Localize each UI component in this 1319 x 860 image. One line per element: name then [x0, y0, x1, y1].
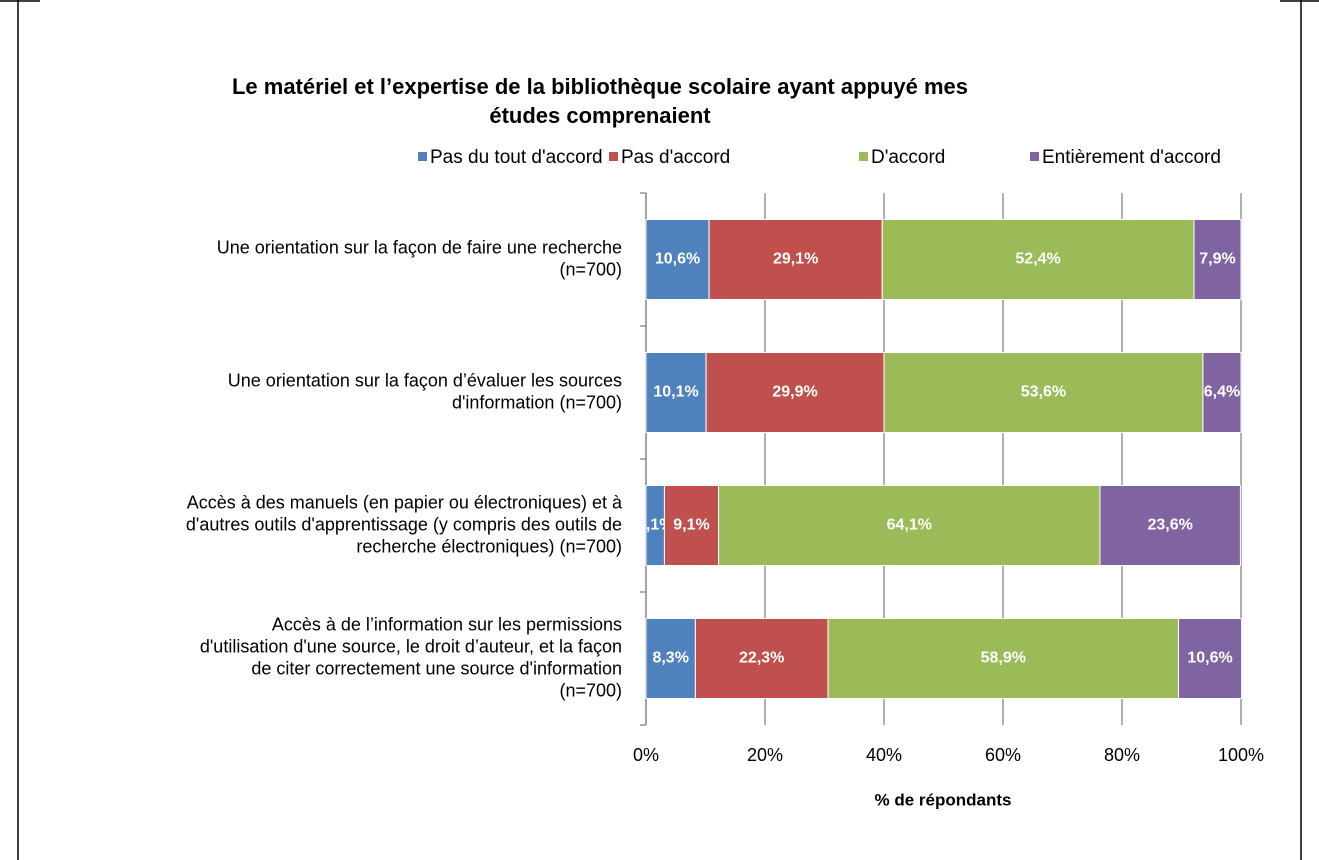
- legend-label: Pas d'accord: [621, 147, 730, 168]
- value-label: 9,1%: [673, 517, 709, 534]
- value-label: 29,1%: [773, 251, 818, 268]
- chart-title: études comprenaient: [489, 103, 711, 128]
- category-label: d'utilisation d'une source, le droit d’a…: [200, 636, 622, 656]
- bar-segment: [645, 219, 710, 300]
- category-label: Accès à des manuels (en papier ou électr…: [187, 492, 623, 512]
- bar-segment: [883, 352, 1204, 433]
- value-label: 52,4%: [1015, 251, 1060, 268]
- legend-swatch: [859, 152, 868, 161]
- bar-segment: [718, 485, 1101, 566]
- category-label: (n=700): [559, 680, 622, 700]
- chart-title: Le matériel et l’expertise de la bibliot…: [232, 74, 968, 99]
- bar-segment: [694, 618, 829, 699]
- value-label: 22,3%: [739, 650, 784, 667]
- x-tick-label: 80%: [1104, 745, 1140, 765]
- bar-segment: [663, 485, 720, 566]
- x-axis-label: % de répondants: [875, 790, 1012, 809]
- bar-segment: [1178, 618, 1243, 699]
- bar-segment: [1193, 219, 1242, 300]
- bar-segment: [645, 352, 707, 433]
- category-label: Une orientation sur la façon de faire un…: [217, 237, 622, 257]
- legend-swatch: [1030, 152, 1039, 161]
- value-label: 29,9%: [772, 384, 817, 401]
- x-tick-label: 100%: [1218, 745, 1264, 765]
- value-label: 53,6%: [1021, 384, 1066, 401]
- value-label: 58,9%: [981, 650, 1026, 667]
- value-label: 10,1%: [653, 384, 698, 401]
- bar-segment: [705, 352, 885, 433]
- legend-swatch: [418, 152, 427, 161]
- category-label: recherche électroniques) (n=700): [356, 536, 622, 556]
- bar-segment: [1099, 485, 1241, 566]
- legend-label: D'accord: [871, 147, 945, 168]
- value-label: 7,9%: [1199, 251, 1235, 268]
- x-tick-label: 60%: [985, 745, 1021, 765]
- category-label: Accès à de l’information sur les permiss…: [272, 614, 622, 634]
- category-label: de citer correctement une source d'infor…: [251, 658, 622, 678]
- value-label: 8,3%: [652, 650, 688, 667]
- bar-segment: [1202, 352, 1242, 433]
- bar-segment: [881, 219, 1195, 300]
- legend-label: Pas du tout d'accord: [430, 147, 603, 168]
- legend-label: Entièrement d'accord: [1042, 147, 1221, 168]
- category-label: (n=700): [559, 259, 622, 279]
- category-label: d'autres outils d'apprentissage (y compr…: [186, 514, 622, 534]
- category-label: Une orientation sur la façon d’évaluer l…: [228, 370, 622, 390]
- x-tick-label: 0%: [633, 745, 659, 765]
- category-label: d'information (n=700): [452, 392, 622, 412]
- value-label: 10,6%: [1187, 650, 1232, 667]
- value-label: 64,1%: [887, 517, 932, 534]
- legend-swatch: [609, 152, 618, 161]
- bar-segment: [645, 618, 696, 699]
- bar-segment: [708, 219, 883, 300]
- bar-segment: [827, 618, 1180, 699]
- value-label: 23,6%: [1148, 517, 1193, 534]
- x-tick-label: 40%: [866, 745, 902, 765]
- value-label: 10,6%: [655, 251, 700, 268]
- value-label: 6,4%: [1204, 384, 1240, 401]
- x-tick-label: 20%: [747, 745, 783, 765]
